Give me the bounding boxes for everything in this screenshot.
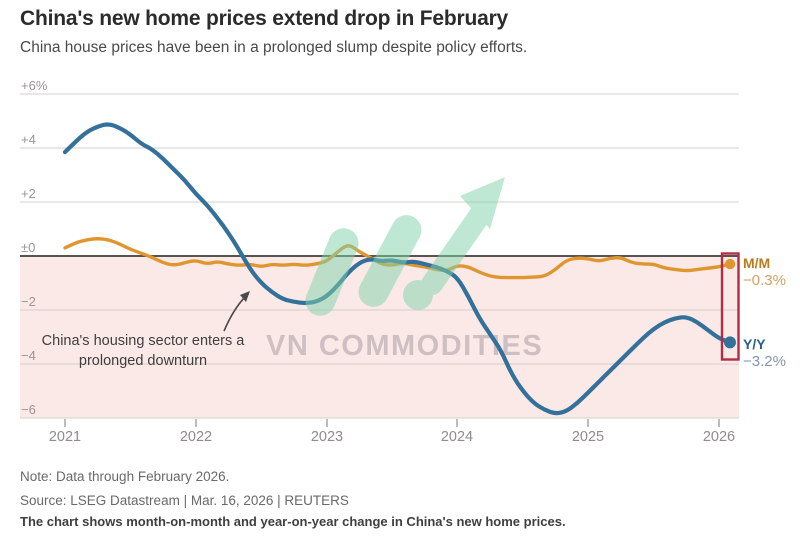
y-tick-minus4: −4: [21, 348, 36, 363]
annotation-text: China's housing sector enters a prolonge…: [28, 331, 258, 371]
footer-note: Note: Data through February 2026.: [20, 469, 230, 484]
footer-description: The chart shows month-on-month and year-…: [20, 514, 566, 529]
footer-source: Source: LSEG Datastream | Mar. 16, 2026 …: [20, 493, 349, 508]
y-tick-minus2: −2: [21, 294, 36, 309]
yy-series-value: −3.2%: [743, 353, 786, 370]
mm-series-value: −0.3%: [743, 272, 786, 289]
x-axis-tick-marks: [64, 419, 720, 427]
chart-subtitle: China house prices have been in a prolon…: [20, 39, 528, 56]
x-tick-2025: 2025: [571, 429, 605, 445]
annotation-line2: prolonged downturn: [78, 353, 208, 369]
y-tick-plus2: +2: [21, 186, 36, 201]
yy-series-label: Y/Y: [743, 336, 766, 352]
page-title: China's new home prices extend drop in F…: [20, 7, 509, 30]
x-tick-2023: 2023: [310, 429, 344, 445]
x-tick-2024: 2024: [440, 429, 474, 445]
x-tick-2022: 2022: [179, 429, 213, 445]
highlight-box: [720, 252, 740, 361]
mm-end-dot: [724, 258, 736, 270]
x-tick-2026: 2026: [702, 429, 736, 445]
y-tick-plus4: +4: [21, 132, 36, 147]
y-tick-zero: ±0: [21, 240, 36, 255]
y-tick-plus6: +6%: [21, 78, 48, 93]
x-tick-2021: 2021: [48, 429, 82, 445]
mm-series-label: M/M: [743, 255, 771, 271]
annotation-line1: China's housing sector enters a: [41, 333, 245, 349]
yy-end-dot: [724, 336, 736, 349]
y-tick-minus6: −6: [21, 402, 36, 417]
